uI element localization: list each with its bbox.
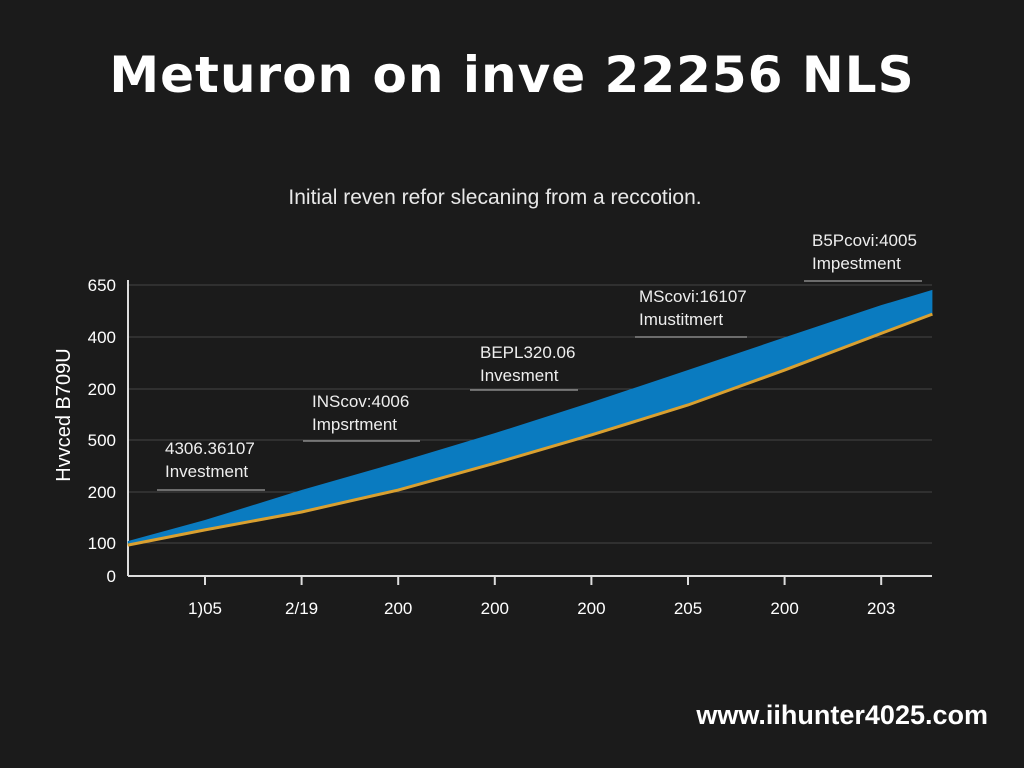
annotation-value: INScov:4006 [312, 392, 410, 411]
x-tick-label: 203 [867, 599, 895, 618]
y-tick-label: 500 [88, 431, 116, 450]
annotation-value: BEPL320.06 [480, 343, 576, 362]
annotation-value: B5Pcovi:4005 [812, 231, 917, 250]
x-tick-label: 200 [770, 599, 798, 618]
y-tick-label: 200 [88, 380, 116, 399]
x-tick-label: 2/19 [285, 599, 318, 618]
annotation: 4306.36107 Investment [165, 437, 255, 483]
x-tick-label: 1)05 [188, 599, 222, 618]
chart-subtitle: Initial reven refor slecaning from a rec… [288, 186, 702, 209]
annotation: INScov:4006 Impsrtment [312, 390, 409, 436]
series-line [127, 312, 933, 547]
x-tick-label: 205 [674, 599, 702, 618]
annotation: B5Pcovi:4005 Impestment [812, 229, 917, 275]
y-tick-label: 200 [88, 483, 116, 502]
x-tick-label: 200 [481, 599, 509, 618]
annotation-label: Imustitmert [639, 310, 724, 329]
watermark: www.iihunter4025.com [696, 700, 988, 730]
annotation-label: Investment [165, 462, 249, 481]
x-tick-label: 200 [384, 599, 412, 618]
y-tick-label: 100 [88, 534, 116, 553]
x-tick-label: 200 [577, 599, 605, 618]
annotation-label: Impestment [812, 254, 901, 273]
band-area [127, 289, 933, 546]
y-axis-label: Hvvced B709U [53, 348, 75, 481]
y-tick-label: 650 [88, 276, 116, 295]
page-title: Meturon on inve 22256 NLS [109, 46, 915, 104]
annotation-label: Invesment [480, 366, 559, 385]
y-tick-label: 400 [88, 328, 116, 347]
annotation-label: Impsrtment [312, 415, 398, 434]
annotation: BEPL320.06 Invesment [480, 341, 575, 387]
annotation-value: MScovi:16107 [639, 287, 747, 306]
annotation: MScovi:16107 Imustitmert [639, 285, 747, 331]
y-tick-label: 0 [107, 567, 116, 586]
annotation-value: 4306.36107 [165, 439, 255, 458]
